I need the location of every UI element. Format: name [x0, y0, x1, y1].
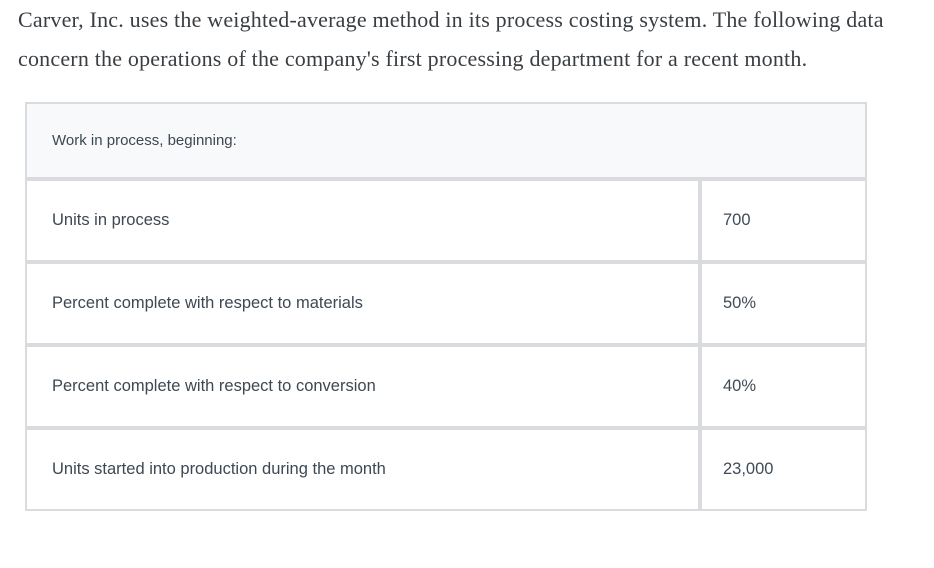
row-value-text: 40%: [723, 377, 757, 395]
row-value-text: 700: [723, 211, 751, 229]
table-row-value: 700: [702, 181, 865, 260]
table-row-value: 40%: [702, 347, 865, 426]
table-header-cell: Work in process, beginning:: [27, 104, 865, 177]
row-label-text: Percent complete with respect to convers…: [52, 377, 376, 395]
table-row-label: Percent complete with respect to convers…: [27, 347, 698, 426]
row-value-text: 50%: [723, 294, 757, 312]
row-value-text: 23,000: [723, 460, 774, 478]
table-header-label: Work in process, beginning:: [52, 132, 237, 149]
data-table: Work in process, beginning: Units in pro…: [25, 102, 867, 511]
row-label-text: Units in process: [52, 211, 170, 229]
table-row-label: Percent complete with respect to materia…: [27, 264, 698, 343]
table-row-label: Units in process: [27, 181, 698, 260]
table-row-value: 50%: [702, 264, 865, 343]
row-label-text: Percent complete with respect to materia…: [52, 294, 363, 312]
intro-paragraph: Carver, Inc. uses the weighted-average m…: [18, 7, 884, 71]
table-row-label: Units started into production during the…: [27, 430, 698, 509]
row-label-text: Units started into production during the…: [52, 460, 386, 478]
table-row-value: 23,000: [702, 430, 865, 509]
